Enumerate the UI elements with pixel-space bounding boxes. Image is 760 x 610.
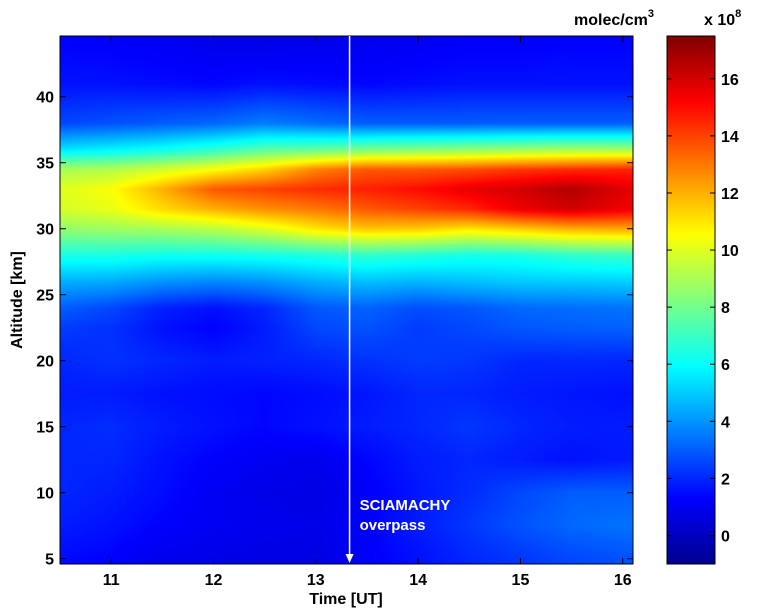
colorbar-unit-text: molec/cm — [574, 12, 648, 29]
colorbar-tick-label: 8 — [721, 300, 730, 317]
colorbar-scale-label: x 108 — [704, 8, 741, 29]
overpass-arrow-icon — [345, 554, 354, 563]
colorbar-scale-exponent: 8 — [735, 8, 741, 20]
colorbar-tick-label: 12 — [721, 186, 739, 203]
y-axis-ticks: 5 10 15 20 25 30 35 40 — [36, 90, 633, 569]
y-axis-title: Altitude [km] — [9, 251, 26, 349]
x-tick-label: 15 — [512, 572, 530, 589]
colorbar-tick-label: 16 — [721, 72, 739, 89]
colorbar-tick-label: 6 — [721, 357, 730, 374]
x-tick-label: 12 — [205, 572, 223, 589]
x-axis-ticks: 11 12 13 14 15 16 — [103, 36, 632, 589]
y-tick-label: 30 — [36, 222, 54, 239]
colorbar-tick-label: 4 — [721, 414, 730, 431]
colorbar-tick-label: 10 — [721, 243, 739, 260]
colorbar-tick-label: 0 — [721, 528, 730, 545]
x-tick-label: 16 — [614, 572, 632, 589]
colorbar-gradient — [666, 35, 716, 565]
colorbar-ticks: 0 2 4 6 8 10 12 14 16 — [667, 72, 739, 545]
y-tick-label: 10 — [36, 486, 54, 503]
colorbar-tick-label: 2 — [721, 471, 730, 488]
y-tick-label: 35 — [36, 156, 54, 173]
y-tick-label: 5 — [45, 552, 54, 569]
overpass-label-line1: SCIAMACHY — [360, 497, 451, 514]
y-tick-label: 25 — [36, 288, 54, 305]
colorbar-unit-superscript: 3 — [648, 8, 654, 20]
heatmap-layer — [60, 36, 633, 564]
colorbar-unit-label: molec/cm3 — [574, 8, 654, 29]
overpass-marker: SCIAMACHY overpass — [345, 36, 451, 563]
y-tick-label: 20 — [36, 354, 54, 371]
overpass-label-line2: overpass — [360, 517, 426, 534]
heatmap-image — [60, 36, 633, 564]
x-axis-title: Time [UT] — [309, 591, 382, 608]
colorbar-tick-label: 14 — [721, 129, 739, 146]
y-tick-label: 40 — [36, 90, 54, 107]
x-tick-label: 13 — [307, 572, 325, 589]
x-tick-label: 14 — [409, 572, 427, 589]
plot-frame — [59, 35, 634, 565]
colorbar-scale-text: x 10 — [704, 12, 735, 29]
x-tick-label: 11 — [103, 572, 120, 589]
y-tick-label: 15 — [36, 420, 54, 437]
